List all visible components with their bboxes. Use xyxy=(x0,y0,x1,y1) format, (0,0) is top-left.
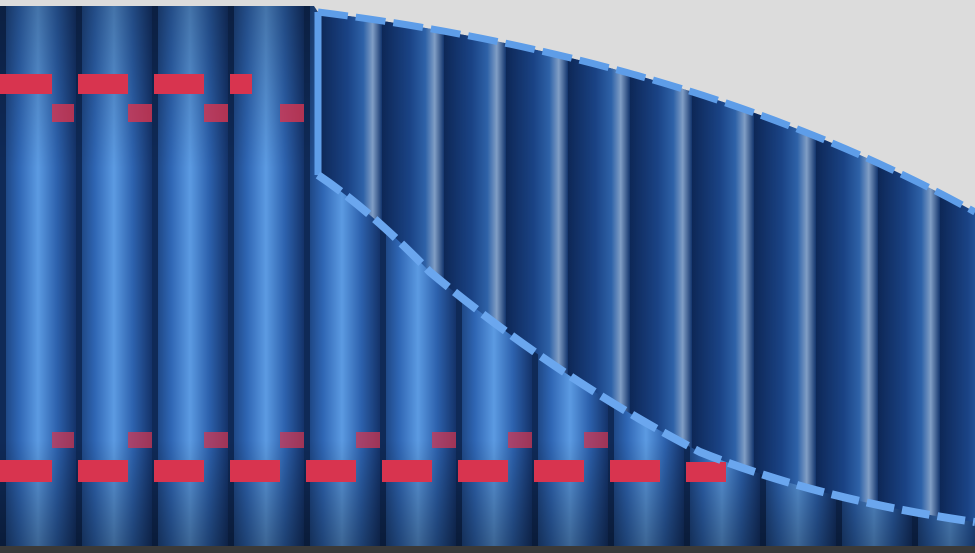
red-stripes xyxy=(0,74,726,482)
cut-edge-bottom xyxy=(315,171,975,526)
floor-shadow xyxy=(0,546,975,553)
cut-edge-top xyxy=(317,8,975,216)
background-cut xyxy=(310,0,975,212)
